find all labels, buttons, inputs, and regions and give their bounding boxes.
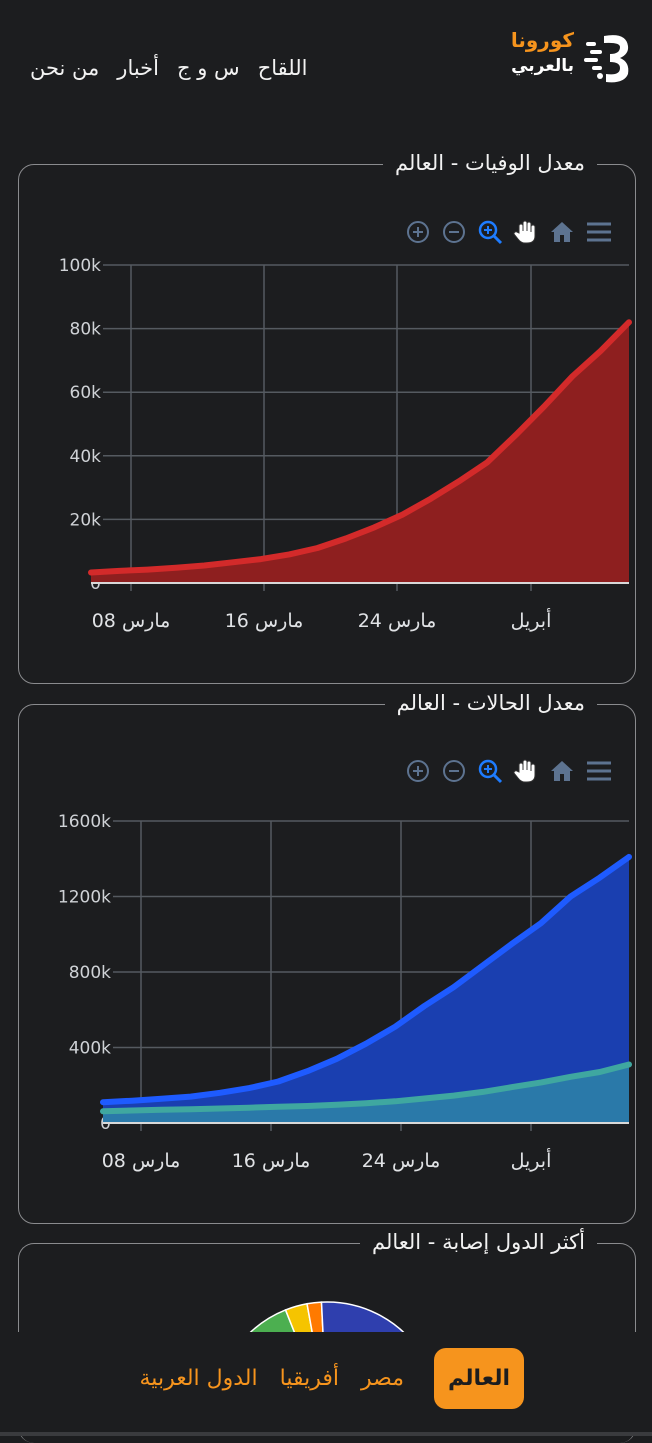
y-tick-label: 40k — [70, 447, 102, 467]
top-nav: اللقاح س و ج أخبار من نحن — [30, 56, 307, 80]
top-countries-card: أكثر الدول إصابة - العالم — [18, 1230, 636, 1443]
tab-egypt[interactable]: مصر — [360, 1366, 404, 1391]
chart-toolbar — [405, 219, 611, 245]
x-tick-label: مارس 16 — [225, 610, 304, 632]
series-line — [100, 1061, 632, 1115]
series-area — [91, 322, 629, 583]
card-title: معدل الوفيات - العالم — [382, 151, 597, 175]
zoom-in-icon[interactable] — [405, 758, 431, 784]
nav-news[interactable]: أخبار — [117, 56, 159, 80]
x-tick-label: مارس 24 — [362, 1150, 441, 1172]
pie-slice[interactable] — [320, 1301, 419, 1334]
logo-line2: بالعربي — [511, 56, 574, 76]
tab-world[interactable]: العالم — [434, 1348, 524, 1409]
nav-about-us[interactable]: من نحن — [30, 56, 100, 80]
chart-toolbar — [405, 758, 611, 784]
x-tick-label: مارس 16 — [232, 1150, 311, 1172]
top-countries-pie-chart — [247, 1301, 419, 1334]
nav-vaccine[interactable]: اللقاح — [257, 56, 308, 80]
home-icon[interactable] — [549, 219, 575, 245]
series-line — [100, 853, 632, 1106]
card-title: أكثر الدول إصابة - العالم — [360, 1230, 597, 1254]
region-tabs: العالم مصر أفريقيا الدول العربية — [140, 1348, 524, 1409]
x-tick-label: أبريل — [511, 608, 552, 632]
y-tick-label: 800k — [69, 963, 111, 983]
home-icon[interactable] — [549, 758, 575, 784]
app-header: اللقاح س و ج أخبار من نحن كورونا بالعربي — [0, 0, 652, 130]
menu-icon[interactable] — [585, 758, 611, 784]
logo-mark-icon — [584, 35, 629, 83]
y-tick-label: 1600k — [58, 812, 111, 832]
x-tick-label: مارس 24 — [358, 610, 437, 632]
x-tick-label: مارس 08 — [102, 1150, 181, 1172]
zoom-in-icon[interactable] — [405, 219, 431, 245]
x-tick-label: مارس 08 — [92, 610, 171, 632]
y-tick-label: 400k — [69, 1039, 111, 1059]
nav-faq[interactable]: س و ج — [177, 56, 240, 80]
magnify-icon[interactable] — [477, 758, 503, 784]
menu-icon[interactable] — [585, 219, 611, 245]
tab-arab-countries[interactable]: الدول العربية — [139, 1366, 258, 1391]
zoom-out-icon[interactable] — [441, 219, 467, 245]
tab-africa[interactable]: أفريقيا — [279, 1366, 339, 1391]
series-line — [88, 319, 632, 576]
y-tick-label: 20k — [70, 510, 102, 530]
y-tick-label: 1200k — [58, 888, 111, 908]
site-logo[interactable]: كورونا بالعربي — [510, 28, 634, 88]
magnify-icon[interactable] — [477, 219, 503, 245]
series-area — [103, 856, 629, 1123]
y-tick-label: 60k — [70, 383, 102, 403]
card-title: معدل الحالات - العالم — [384, 691, 597, 715]
logo-line1: كورونا — [510, 28, 574, 52]
x-tick-label: أبريل — [511, 1148, 552, 1172]
y-tick-label: 100k — [59, 256, 101, 276]
pan-hand-icon[interactable] — [513, 219, 539, 245]
cases-rate-card: معدل الحالات - العالم 0400k800k1200k1600… — [18, 691, 636, 1224]
y-tick-label: 80k — [70, 320, 102, 340]
deaths-rate-card: معدل الوفيات - العالم 020k40k60k80k100kم… — [18, 151, 636, 684]
bottom-region-bar: العالم مصر أفريقيا الدول العربية — [0, 1332, 652, 1436]
zoom-out-icon[interactable] — [441, 758, 467, 784]
pan-hand-icon[interactable] — [513, 758, 539, 784]
